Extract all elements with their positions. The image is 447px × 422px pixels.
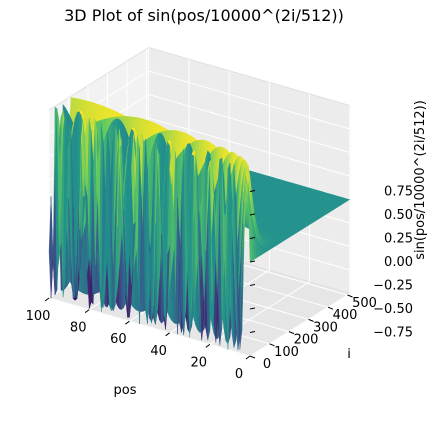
gridline-pos	[209, 93, 311, 345]
gridline-pos	[249, 105, 351, 357]
surface-mesh	[48, 97, 351, 350]
chart-title: 3D Plot of sin(pos/10000^(2i/512))	[64, 6, 344, 25]
